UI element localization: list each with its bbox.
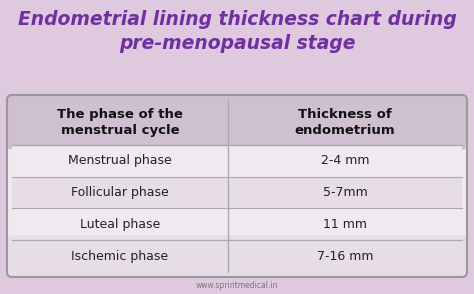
Text: Luteal phase: Luteal phase	[80, 218, 160, 231]
Text: www.sprintmedical.in: www.sprintmedical.in	[196, 281, 278, 290]
Bar	[12, 122, 462, 145]
Bar	[12, 240, 462, 256]
Bar	[12, 176, 462, 208]
Text: Menstrual phase: Menstrual phase	[68, 154, 172, 167]
Text: Ischemic phase: Ischemic phase	[72, 250, 169, 263]
Text: 7-16 mm: 7-16 mm	[317, 250, 373, 263]
Bar	[12, 208, 462, 240]
Text: 11 mm: 11 mm	[323, 218, 367, 231]
FancyBboxPatch shape	[7, 95, 467, 277]
FancyBboxPatch shape	[7, 235, 467, 277]
FancyBboxPatch shape	[7, 95, 467, 150]
Text: 2-4 mm: 2-4 mm	[321, 154, 369, 167]
Text: Thickness of
endometrium: Thickness of endometrium	[295, 108, 395, 137]
Text: Endometrial lining thickness chart during
pre-menopausal stage: Endometrial lining thickness chart durin…	[18, 10, 456, 53]
Text: The phase of the
menstrual cycle: The phase of the menstrual cycle	[57, 108, 183, 137]
Text: Follicular phase: Follicular phase	[71, 186, 169, 199]
Text: 5-7mm: 5-7mm	[323, 186, 367, 199]
Bar	[12, 145, 462, 176]
